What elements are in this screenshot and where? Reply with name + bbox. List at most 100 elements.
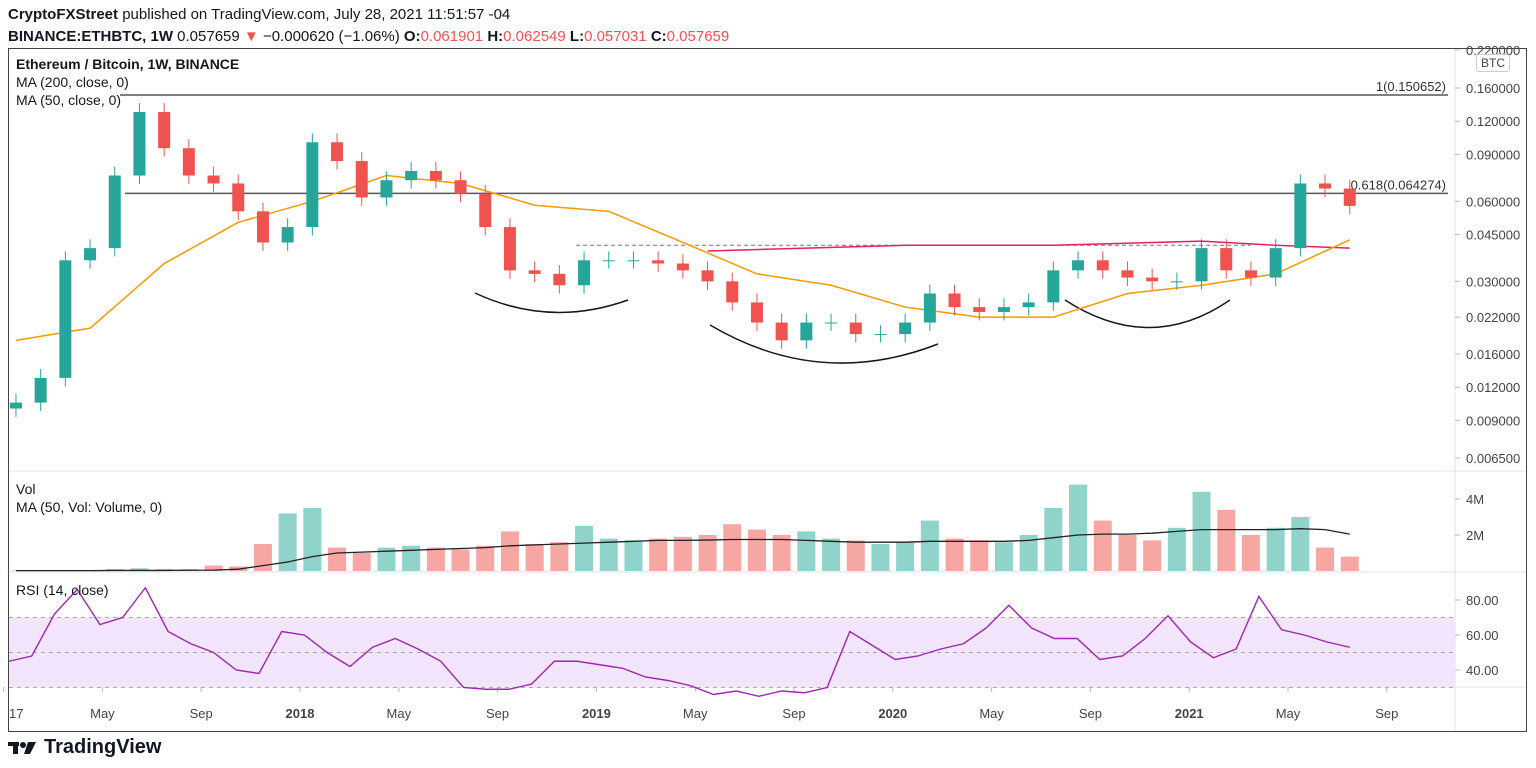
time-tick-label: May [1276, 706, 1301, 721]
price-tick-label: 0.012000 [1466, 380, 1520, 395]
volume-bar [772, 535, 791, 571]
time-tick-label: 2019 [582, 706, 611, 721]
volume-bar [1266, 527, 1285, 571]
price-tick-label: 0.160000 [1466, 81, 1520, 96]
time-tick-label: Sep [486, 706, 509, 721]
fib-level-label: 1(0.150652) [1376, 79, 1446, 94]
volume-bar [1044, 508, 1063, 571]
time-tick-label: Sep [190, 706, 213, 721]
time-tick-label: May [90, 706, 115, 721]
volume-bar [797, 531, 816, 571]
candle-body [306, 142, 319, 228]
time-tick-label: Sep [782, 706, 805, 721]
volume-bar [698, 535, 717, 571]
candle-body [1170, 281, 1183, 283]
candle-body [1072, 260, 1085, 271]
candle-body [1121, 270, 1134, 278]
volume-bar [599, 538, 618, 571]
cup-arc [709, 324, 939, 364]
candle-body [479, 193, 492, 228]
volume-bar [649, 538, 668, 571]
candle-body [578, 260, 591, 286]
candle-body [84, 248, 97, 261]
cup-arc [474, 292, 629, 314]
cup-arc [1064, 299, 1231, 329]
volume-bar [130, 568, 149, 571]
low-label: L: [569, 28, 585, 45]
candle-body [849, 322, 862, 335]
volume-bar [994, 542, 1013, 571]
legend-ma50[interactable]: MA (50, close, 0) [16, 92, 122, 108]
volume-bar [204, 565, 223, 571]
candle-body [553, 273, 566, 286]
volume-bar [624, 540, 643, 571]
price-tick-label: 0.120000 [1466, 114, 1520, 129]
chart-frame[interactable] [8, 48, 1527, 732]
volume-bar [352, 553, 371, 571]
legend-volume-ma[interactable]: MA (50, Vol: Volume, 0) [16, 499, 163, 515]
tradingview-logo[interactable]: TradingView [8, 736, 161, 759]
low-value: 0.057031 [584, 28, 647, 45]
volume-bar [1192, 491, 1211, 571]
volume-bar [1118, 535, 1137, 571]
price-tick-label: 0.030000 [1466, 274, 1520, 289]
volume-bar [1167, 527, 1186, 571]
symbol: BINANCE:ETHBTC, 1W [8, 28, 173, 45]
candle-body [59, 260, 72, 378]
volume-bar [896, 542, 915, 571]
candle-body [726, 281, 739, 303]
candle-body [627, 260, 640, 262]
volume-bar [970, 540, 989, 571]
volume-bar [377, 547, 396, 571]
volume-bar [303, 508, 322, 571]
volume-bar [328, 547, 347, 571]
ma50-line [15, 174, 1351, 342]
open-label: O: [403, 28, 421, 45]
legend-rsi[interactable]: RSI (14, close) [16, 582, 109, 598]
legend-ma200[interactable]: MA (200, close, 0) [16, 74, 129, 90]
open-value: 0.061901 [420, 28, 484, 45]
legend-volume[interactable]: Vol [16, 481, 36, 497]
candle-body [652, 260, 665, 264]
volume-bar [525, 544, 544, 571]
volume-bar [426, 547, 445, 571]
candle-body [1269, 248, 1282, 278]
candle-body [405, 170, 418, 181]
price-tick-label: 0.006500 [1466, 451, 1520, 466]
candle-body [207, 175, 220, 184]
published-text: published on TradingView.com, July 28, 2… [122, 6, 511, 23]
volume-bar [1019, 535, 1038, 571]
candle-body [775, 322, 788, 341]
close-value: 0.057659 [666, 28, 730, 45]
fib-level-label: 0.618(0.064274) [1351, 177, 1446, 192]
rsi-line [8, 586, 1350, 697]
candle-body [429, 170, 442, 181]
volume-bar [1093, 520, 1112, 571]
brand-name: TradingView [44, 736, 162, 758]
candle-body [1319, 183, 1332, 189]
tradingview-logo-icon [8, 741, 36, 754]
candle-body [34, 377, 47, 403]
candle-body [800, 322, 813, 341]
candle-body [1343, 188, 1356, 206]
candle-body [676, 263, 689, 271]
candle-body [133, 111, 146, 176]
candle-body [750, 302, 763, 323]
volume-bar [673, 536, 692, 571]
volume-bar [920, 520, 939, 571]
down-arrow-icon: ▼ [243, 28, 259, 45]
volume-bar [500, 531, 519, 571]
candle-body [1294, 183, 1307, 249]
volume-bar [575, 526, 594, 571]
volume-bar [846, 540, 865, 571]
candle-body [454, 180, 467, 194]
time-tick-label: May [387, 706, 412, 721]
candle-body [701, 270, 714, 282]
candle-body [158, 111, 171, 149]
price-tick-label: 0.009000 [1466, 413, 1520, 428]
volume-bar [871, 544, 890, 571]
currency-label[interactable]: BTC [1476, 54, 1510, 72]
candle-body [1047, 270, 1060, 303]
ma200-line [707, 240, 1350, 252]
